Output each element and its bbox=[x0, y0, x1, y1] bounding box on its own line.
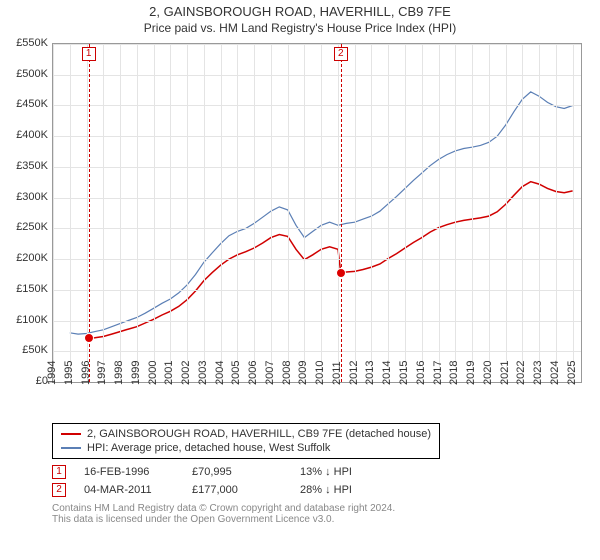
vgridline bbox=[355, 44, 356, 382]
vgridline bbox=[522, 44, 523, 382]
note-row: 1 16-FEB-1996 £70,995 13% ↓ HPI bbox=[52, 463, 590, 481]
event-marker-box: 1 bbox=[82, 47, 96, 61]
vgridline bbox=[489, 44, 490, 382]
note-price: £177,000 bbox=[192, 484, 282, 496]
footer-line2: This data is licensed under the Open Gov… bbox=[52, 514, 590, 525]
vgridline bbox=[221, 44, 222, 382]
y-tick-label: £300K bbox=[10, 191, 48, 203]
vgridline bbox=[556, 44, 557, 382]
y-tick-label: £200K bbox=[10, 252, 48, 264]
note-marker: 1 bbox=[52, 465, 66, 479]
vgridline bbox=[422, 44, 423, 382]
hgridline bbox=[53, 228, 581, 229]
vgridline bbox=[154, 44, 155, 382]
vgridline bbox=[187, 44, 188, 382]
legend-swatch bbox=[61, 433, 81, 435]
y-tick-label: £250K bbox=[10, 221, 48, 233]
vgridline bbox=[170, 44, 171, 382]
vgridline bbox=[288, 44, 289, 382]
chart-container: 12 £0£50K£100K£150K£200K£250K£300K£350K£… bbox=[10, 43, 590, 419]
event-vline bbox=[89, 44, 90, 382]
vgridline bbox=[439, 44, 440, 382]
x-tick-label: 2025 bbox=[566, 361, 600, 385]
vgridline bbox=[472, 44, 473, 382]
vgridline bbox=[405, 44, 406, 382]
y-tick-label: £50K bbox=[10, 344, 48, 356]
y-tick-label: £450K bbox=[10, 98, 48, 110]
note-marker: 2 bbox=[52, 483, 66, 497]
footer-attribution: Contains HM Land Registry data © Crown c… bbox=[52, 503, 590, 525]
event-vline bbox=[341, 44, 342, 382]
hgridline bbox=[53, 136, 581, 137]
note-delta: 13% ↓ HPI bbox=[300, 466, 390, 478]
vgridline bbox=[338, 44, 339, 382]
legend-swatch bbox=[61, 447, 81, 449]
title-line2: Price paid vs. HM Land Registry's House … bbox=[0, 21, 600, 35]
hgridline bbox=[53, 351, 581, 352]
hgridline bbox=[53, 105, 581, 106]
hgridline bbox=[53, 198, 581, 199]
hgridline bbox=[53, 321, 581, 322]
hgridline bbox=[53, 259, 581, 260]
chart-title: 2, GAINSBOROUGH ROAD, HAVERHILL, CB9 7FE… bbox=[0, 0, 600, 37]
vgridline bbox=[371, 44, 372, 382]
legend-label: HPI: Average price, detached house, West… bbox=[87, 442, 330, 454]
event-marker-box: 2 bbox=[334, 47, 348, 61]
event-notes: 1 16-FEB-1996 £70,995 13% ↓ HPI 2 04-MAR-2011… bbox=[52, 463, 590, 499]
vgridline bbox=[254, 44, 255, 382]
legend-label: 2, GAINSBOROUGH ROAD, HAVERHILL, CB9 7FE… bbox=[87, 428, 431, 440]
title-line1: 2, GAINSBOROUGH ROAD, HAVERHILL, CB9 7FE bbox=[0, 4, 600, 19]
y-tick-label: £500K bbox=[10, 68, 48, 80]
vgridline bbox=[53, 44, 54, 382]
vgridline bbox=[204, 44, 205, 382]
vgridline bbox=[120, 44, 121, 382]
hgridline bbox=[53, 290, 581, 291]
vgridline bbox=[539, 44, 540, 382]
y-tick-label: £350K bbox=[10, 160, 48, 172]
vgridline bbox=[70, 44, 71, 382]
note-row: 2 04-MAR-2011 £177,000 28% ↓ HPI bbox=[52, 481, 590, 499]
y-tick-label: £150K bbox=[10, 283, 48, 295]
hgridline bbox=[53, 75, 581, 76]
vgridline bbox=[237, 44, 238, 382]
y-tick-label: £550K bbox=[10, 37, 48, 49]
vgridline bbox=[573, 44, 574, 382]
hgridline bbox=[53, 44, 581, 45]
legend-row: HPI: Average price, detached house, West… bbox=[61, 441, 431, 455]
note-date: 04-MAR-2011 bbox=[84, 484, 174, 496]
hgridline bbox=[53, 167, 581, 168]
vgridline bbox=[388, 44, 389, 382]
note-date: 16-FEB-1996 bbox=[84, 466, 174, 478]
legend: 2, GAINSBOROUGH ROAD, HAVERHILL, CB9 7FE… bbox=[52, 423, 440, 459]
y-tick-label: £100K bbox=[10, 314, 48, 326]
plot-area: 12 bbox=[52, 43, 582, 383]
vgridline bbox=[87, 44, 88, 382]
event-point-dot bbox=[84, 333, 94, 343]
vgridline bbox=[137, 44, 138, 382]
footer-line1: Contains HM Land Registry data © Crown c… bbox=[52, 503, 590, 514]
vgridline bbox=[506, 44, 507, 382]
note-delta: 28% ↓ HPI bbox=[300, 484, 390, 496]
vgridline bbox=[455, 44, 456, 382]
vgridline bbox=[103, 44, 104, 382]
series-svg bbox=[53, 44, 581, 382]
legend-row: 2, GAINSBOROUGH ROAD, HAVERHILL, CB9 7FE… bbox=[61, 427, 431, 441]
vgridline bbox=[271, 44, 272, 382]
y-tick-label: £400K bbox=[10, 129, 48, 141]
note-price: £70,995 bbox=[192, 466, 282, 478]
event-point-dot bbox=[336, 268, 346, 278]
vgridline bbox=[304, 44, 305, 382]
vgridline bbox=[321, 44, 322, 382]
y-tick-label: £0 bbox=[10, 375, 48, 387]
